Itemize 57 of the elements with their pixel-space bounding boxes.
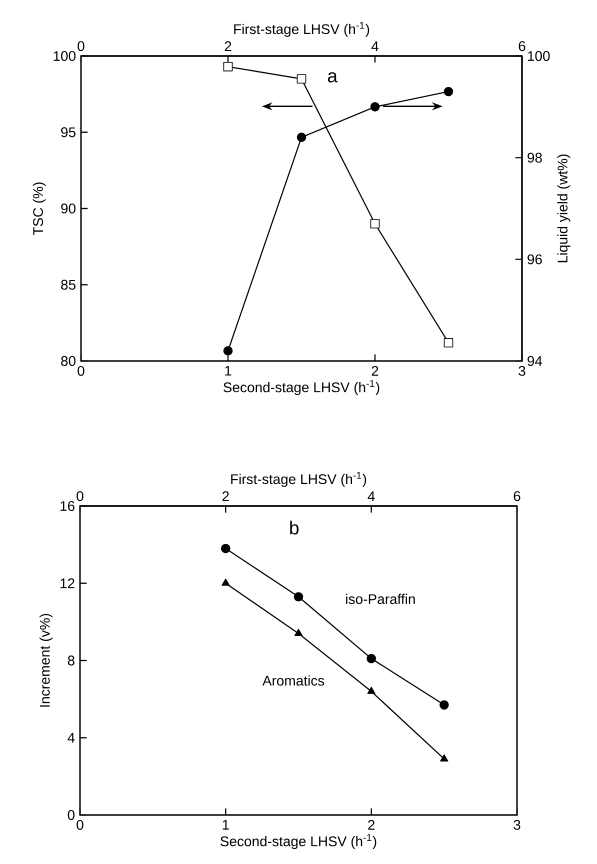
point: [223, 62, 233, 72]
point: [370, 219, 380, 228]
point: [370, 102, 380, 112]
point: [367, 686, 376, 694]
x2-tick-label: 0: [78, 41, 84, 52]
y-tick-label: 0: [68, 810, 75, 820]
y2-tick-label: 98: [528, 152, 542, 163]
point: [440, 700, 449, 710]
x2-tick-label: 2: [222, 491, 229, 502]
y-axis-title: TSC (%): [32, 182, 46, 236]
x2-tick-label: 4: [371, 41, 378, 52]
y-tick-label: 100: [54, 51, 76, 61]
series-label: Aromatics: [262, 675, 324, 686]
x2-tick-label: 4: [368, 491, 375, 502]
point: [366, 654, 376, 664]
y-tick-label: 95: [61, 127, 76, 138]
x2-tick-label: 6: [518, 41, 526, 52]
x-tick-label: 0: [76, 820, 84, 830]
point: [444, 338, 454, 348]
y2-tick-label: 96: [528, 254, 542, 264]
x-tick-label: 2: [372, 366, 378, 376]
x2-axis-title: First-stage LHSV (h$^{-1}$): [234, 22, 370, 37]
point: [294, 628, 303, 636]
y2-tick-label: 94: [528, 356, 542, 366]
x-tick-label: 2: [368, 820, 375, 830]
y-tick-label: 85: [61, 280, 76, 290]
point: [296, 132, 306, 142]
point: [222, 578, 230, 586]
y-tick-label: 8: [68, 656, 74, 666]
x-axis-title: Second-stage LHSV (h$^{-1}$): [220, 834, 376, 850]
x-tick-label: 3: [518, 366, 526, 376]
series-label: iso-Paraffin: [346, 594, 415, 604]
y2-tick-label: 100: [528, 51, 550, 61]
x2-tick-label: 0: [76, 491, 84, 502]
point: [221, 544, 230, 554]
x-tick-label: 3: [514, 820, 520, 830]
y2-axis-title: Liquid yield (wt%): [557, 154, 570, 262]
point: [444, 86, 454, 96]
y-axis-title: Increment (v%): [40, 614, 53, 707]
point: [294, 592, 304, 602]
x2-tick-label: 2: [224, 41, 232, 52]
x2-axis-title: First-stage LHSV (h$^{-1}$): [231, 472, 366, 487]
point: [296, 74, 306, 84]
x-tick-label: 1: [222, 820, 229, 830]
point: [440, 754, 448, 762]
point: [223, 346, 233, 356]
x-tick-label: 1: [225, 366, 232, 376]
y-tick-label: 16: [60, 501, 74, 511]
x-axis-title: Second-stage LHSV (h$^{-1}$): [224, 380, 380, 396]
y-tick-label: 4: [68, 732, 75, 743]
text: a: [328, 72, 338, 82]
y-tick-label: 80: [61, 356, 76, 366]
x2-tick-label: 6: [514, 491, 520, 502]
y-tick-label: 12: [60, 578, 74, 588]
y-tick-label: 90: [61, 204, 76, 214]
text: b: [290, 520, 299, 534]
x-tick-label: 0: [78, 366, 84, 376]
